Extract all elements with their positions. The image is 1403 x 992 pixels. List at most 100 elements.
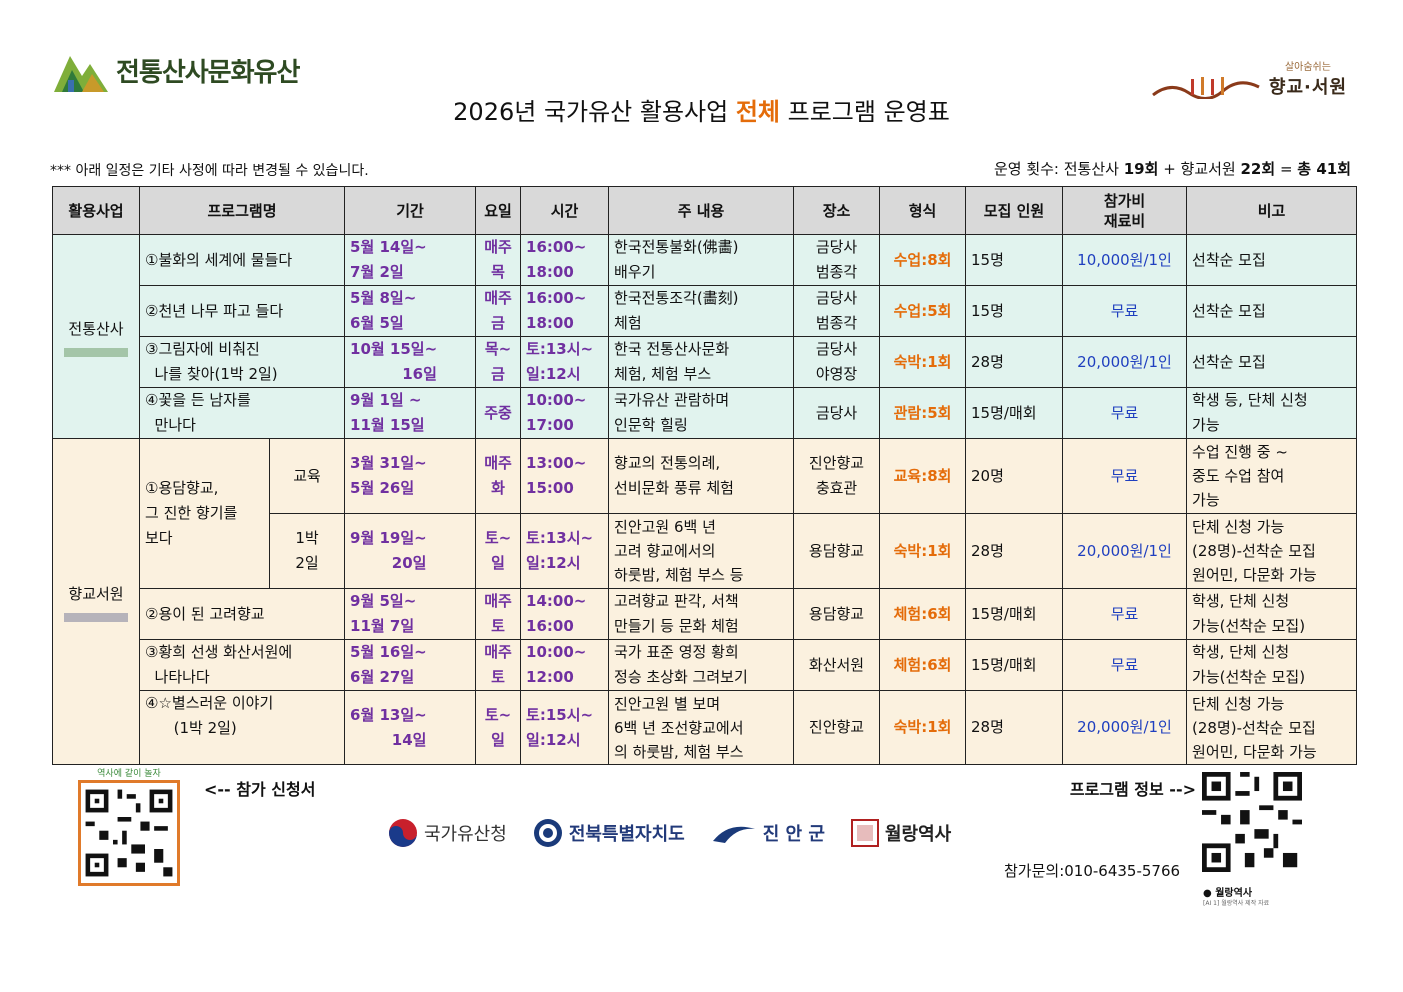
program-info-qr-code[interactable] [1202, 772, 1302, 872]
group-label: 전통산사 [68, 319, 124, 338]
people: 15명/매회 [965, 639, 1064, 691]
count-eq: = [1275, 160, 1298, 178]
fee: 무료 [1062, 588, 1188, 640]
jeonbuk-emblem-icon [533, 819, 562, 847]
group-temple: 전통산사 [52, 234, 140, 439]
day: 목~ 금 [475, 336, 522, 388]
note: 학생 등, 단체 신청 가능 [1186, 387, 1358, 439]
period: 10월 15일~ 16일 [344, 336, 477, 388]
page-title: 2026년 국가유산 활용사업 전체 프로그램 운영표 [0, 92, 1403, 127]
day: 매주 금 [475, 285, 522, 337]
note: 학생, 단체 신청 가능(선착순 모집) [1186, 588, 1358, 640]
table-row: ③그림자에 비춰진 나를 찾아(1박 2일) 10월 15일~ 16일 목~ 금… [53, 336, 1358, 388]
place: 화산서원 [793, 639, 881, 691]
temple-heritage-logo: 전통산사문화유산 [52, 44, 300, 96]
count-hyanggyo: 22회 [1240, 160, 1276, 178]
fee: 20,000원/1인 [1062, 336, 1188, 388]
hyanggyo-logo-title: 향교·서원 [1268, 77, 1347, 98]
people: 15명/매회 [965, 387, 1064, 439]
format: 체험:6회 [879, 639, 967, 691]
table-header-row: 활용사업 프로그램명 기간 요일 시간 주 내용 장소 형식 모집 인원 참가비… [52, 186, 1358, 235]
note: 단체 신청 가능 (28명)-선착순 모집 원어민, 다문화 가능 [1186, 513, 1358, 589]
note: 수업 진행 중 ~ 중도 수업 참여 가능 [1186, 438, 1358, 514]
count-total: 총 41회 [1297, 160, 1351, 178]
sponsor-name: 전북특별자치도 [568, 824, 685, 845]
program-info-label: 프로그램 정보 --> [1069, 780, 1196, 799]
day: 매주 화 [475, 438, 522, 514]
place: 금당사 범종각 [793, 285, 881, 337]
people: 28명 [965, 336, 1064, 388]
wollang-seal-icon [850, 819, 879, 847]
content: 진안고원 6백 년 고려 향교에서의 하룻밤, 체험 부스 등 [608, 513, 795, 589]
content: 한국전통불화(佛畵) 배우기 [608, 234, 795, 286]
col-header: 모집 인원 [965, 186, 1064, 235]
program-name: ③황희 선생 화산서원에 나타나다 [138, 639, 346, 691]
people: 20명 [965, 438, 1064, 514]
format: 관람:5회 [879, 387, 967, 439]
brand-footnote: [AI 1] 월랑역사 제작 자료 [1203, 900, 1270, 907]
place: 용담향교 [793, 588, 881, 640]
col-header: 활용사업 [52, 186, 140, 235]
fee: 무료 [1062, 639, 1188, 691]
qr-code-icon [81, 785, 177, 881]
period: 9월 19일~ 20일 [344, 513, 477, 589]
day: 매주 목 [475, 234, 522, 286]
title-pre: 2026년 국가유산 활용사업 [453, 98, 736, 126]
program-name: ①용담향교, 그 진한 향기를 보다 [139, 438, 270, 589]
group-label: 향교서원 [68, 584, 124, 603]
table-row: 1박 2일 9월 19일~ 20일 토~ 일 토:13시~ 일:12시 진안고원… [53, 513, 1358, 589]
col-header: 형식 [879, 186, 967, 235]
table-row: 전통산사 ①불화의 세계에 물들다 5월 14일~ 7월 2일 매주 목 16:… [52, 234, 1358, 439]
day: 주중 [475, 387, 522, 439]
note: 학생, 단체 신청 가능(선착순 모집) [1186, 639, 1358, 691]
fee: 무료 [1062, 285, 1188, 337]
brush-stroke-icon [1152, 77, 1260, 99]
title-highlight: 전체 [735, 98, 781, 126]
program-name: ②천년 나무 파고 들다 [138, 285, 346, 337]
group-hyanggyo: 향교서원 [52, 438, 140, 765]
sponsor-logos: 국가유산청 전북특별자치도 진 안 군 월랑역사 [388, 818, 951, 848]
program-name: ④☆별스러운 이야기 (1박 2일) [138, 690, 346, 765]
time: 16:00~ 18:00 [520, 285, 610, 337]
place: 금당사 야영장 [793, 336, 881, 388]
period: 5월 8일~ 6월 5일 [344, 285, 477, 337]
col-header: 비고 [1186, 186, 1358, 235]
title-post: 프로그램 운영표 [780, 98, 950, 126]
time: 14:00~ 16:00 [520, 588, 610, 640]
place: 금당사 [793, 387, 881, 439]
sponsor-name: 진 안 군 [762, 824, 825, 845]
people: 15명 [965, 234, 1064, 286]
fee: 20,000원/1인 [1062, 513, 1188, 589]
people: 28명 [965, 513, 1064, 589]
time: 토:15시~ 일:12시 [520, 690, 610, 765]
note: 단체 신청 가능 (28명)-선착순 모집 원어민, 다문화 가능 [1186, 690, 1358, 765]
period: 5월 14일~ 7월 2일 [344, 234, 477, 286]
time: 13:00~ 15:00 [520, 438, 610, 514]
place: 금당사 범종각 [793, 234, 881, 286]
time: 토:13시~ 일:12시 [520, 336, 610, 388]
col-header: 참가비 재료비 [1062, 186, 1188, 235]
day: 매주 토 [475, 639, 522, 691]
brand-label: ● 월랑역사 [1203, 888, 1253, 899]
operation-count: 운영 횟수: 전통산사 19회 + 향교서원 22회 = 총 41회 [994, 158, 1351, 179]
col-header: 시간 [520, 186, 610, 235]
format: 교육:8회 [879, 438, 967, 514]
format: 체험:6회 [879, 588, 967, 640]
count-mid: + 향교서원 [1158, 160, 1241, 178]
program-name: ①불화의 세계에 물들다 [138, 234, 346, 286]
sponsor-wollang: 월랑역사 [850, 819, 951, 847]
application-qr-code[interactable] [78, 780, 180, 886]
temple-logo-text: 전통산사문화유산 [116, 57, 300, 88]
content: 고려향교 판각, 서책 만들기 등 문화 체험 [608, 588, 795, 640]
table-row: ③황희 선생 화산서원에 나타나다 5월 16일~ 6월 27일 매주 토 10… [53, 639, 1358, 691]
col-header: 프로그램명 [138, 186, 346, 235]
content: 한국 전통산사문화 체험, 체험 부스 [608, 336, 795, 388]
format: 숙박:1회 [879, 336, 967, 388]
people: 15명 [965, 285, 1064, 337]
content: 향교의 전통의례, 선비문화 풍류 체험 [608, 438, 795, 514]
sponsor-heritage-service: 국가유산청 [388, 818, 507, 848]
program-sub: 교육 [268, 438, 346, 514]
content: 한국전통조각(畵刻) 체험 [608, 285, 795, 337]
period: 9월 5일~ 11월 7일 [344, 588, 477, 640]
format: 숙박:1회 [879, 513, 967, 589]
